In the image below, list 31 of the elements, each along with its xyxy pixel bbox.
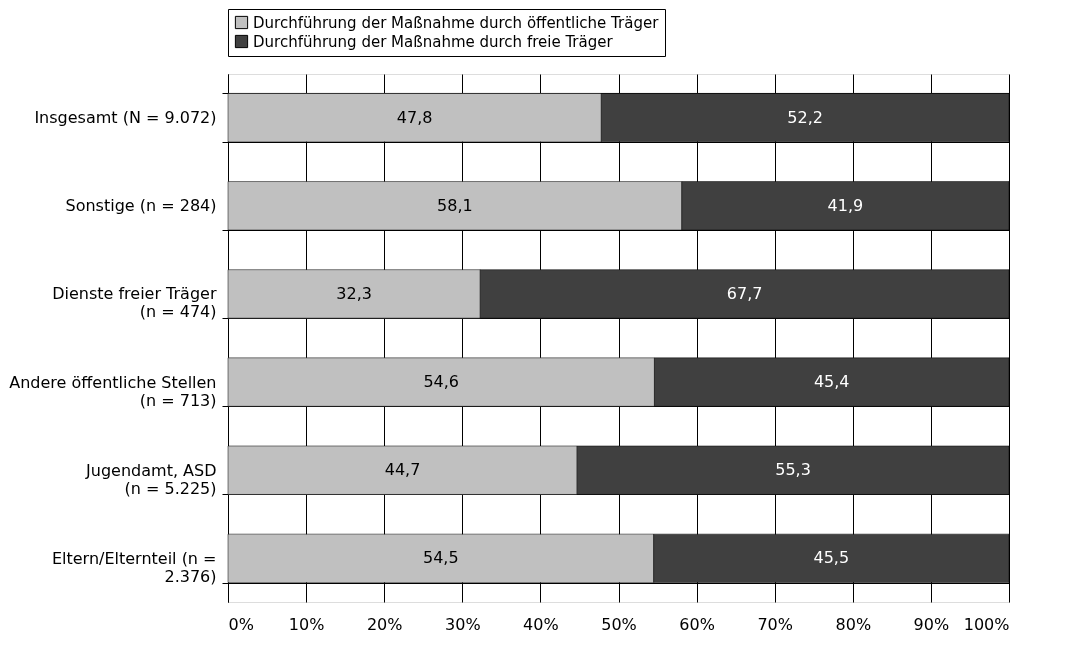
- y-tick-label: Andere öffentliche Stellen (n = 713): [9, 372, 217, 410]
- x-tick-label: 0%: [228, 614, 254, 634]
- x-tick-label: 40%: [523, 614, 559, 634]
- x-tick-label: 70%: [757, 614, 793, 634]
- x-tick-label: 10%: [288, 614, 325, 634]
- x-tick-label: 30%: [445, 614, 481, 634]
- y-tick-label: Dienste freier Träger (n = 474): [52, 284, 217, 322]
- data-label: 54,5: [423, 548, 459, 568]
- data-label: 58,1: [437, 195, 473, 215]
- data-label: 55,3: [775, 460, 811, 480]
- data-label: 41,9: [827, 195, 864, 215]
- x-tick-label: 90%: [913, 614, 950, 634]
- data-label: 67,7: [726, 283, 763, 303]
- y-tick-label: Eltern/Elternteil (n = 2.376): [51, 548, 217, 586]
- data-label: 52,2: [787, 107, 823, 127]
- data-label: 47,8: [396, 107, 433, 127]
- data-label: 54,6: [423, 372, 460, 392]
- legend-label: Durchführung der Maßnahme durch öffentliche Träger: [253, 13, 660, 32]
- y-tick-label: Jugendamt, ASD (n = 5.225): [85, 460, 217, 498]
- x-tick-label: 100%: [963, 614, 1010, 634]
- x-tick-label: 20%: [366, 614, 403, 634]
- data-label: 44,7: [384, 460, 421, 480]
- y-tick-label: Insgesamt (N = 9.072): [34, 108, 217, 128]
- data-label: 45,5: [813, 548, 850, 568]
- legend-label: Durchführung der Maßnahme durch freie Träger: [253, 32, 614, 51]
- x-tick-label: 60%: [679, 614, 715, 634]
- x-tick-label: 80%: [835, 614, 872, 634]
- x-tick-label: 50%: [601, 614, 637, 634]
- data-label: 32,3: [336, 283, 372, 303]
- y-tick-label: Sonstige (n = 284): [65, 196, 217, 216]
- data-label: 45,4: [813, 372, 850, 392]
